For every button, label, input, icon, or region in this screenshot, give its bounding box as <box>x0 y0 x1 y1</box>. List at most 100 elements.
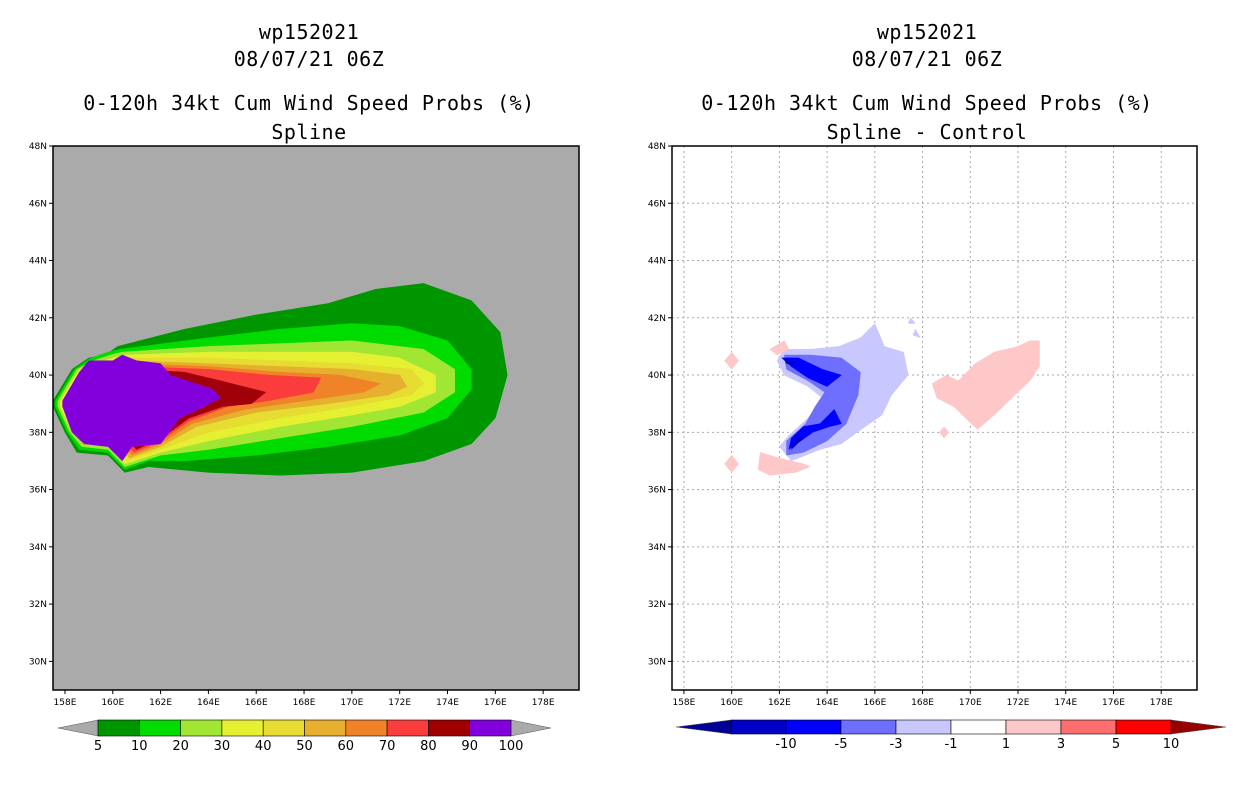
y-tick-label: 48N <box>29 142 47 152</box>
y-tick-label: 30N <box>648 657 666 667</box>
colorbar-segment <box>428 719 470 737</box>
x-tick-label: 162E <box>768 698 791 708</box>
contour-level-1 <box>724 454 740 473</box>
datetime: 08/07/21 06Z <box>851 47 1003 71</box>
colorbar-segment <box>1005 719 1062 735</box>
x-tick-label: 158E <box>54 698 77 708</box>
chart-title: 0-120h 34kt Cum Wind Speed Probs (%) <box>701 91 1153 115</box>
y-tick-label: 38N <box>29 428 47 438</box>
colorbar-under-arrow <box>675 719 732 735</box>
colorbar-segment <box>180 719 223 737</box>
x-tick-label: 166E <box>245 698 268 708</box>
contour-level-1 <box>757 452 812 476</box>
y-tick-label: 34N <box>648 543 666 553</box>
x-tick-label: 162E <box>149 698 172 708</box>
storm-id: wp152021 <box>876 20 978 44</box>
contour-level-neg1 <box>912 328 921 339</box>
y-tick-label: 46N <box>29 199 47 209</box>
y-tick-label: 36N <box>648 486 666 496</box>
colorbar-label: -5 <box>835 737 848 752</box>
colorbar-segment <box>304 719 347 737</box>
contour-level-neg10 <box>791 437 804 450</box>
x-tick-label: 176E <box>1102 698 1125 708</box>
x-tick-label: 178E <box>1150 698 1173 708</box>
colorbar-over-arrow <box>510 719 552 737</box>
colorbar-label: 50 <box>296 739 313 754</box>
colorbar-segment <box>386 719 429 737</box>
contour-level-1 <box>931 340 1040 430</box>
x-tick-label: 174E <box>436 698 459 708</box>
x-tick-label: 166E <box>863 698 886 708</box>
colorbar-segment <box>262 719 305 737</box>
contour-level-neg5 <box>781 357 842 387</box>
contour-level-neg10 <box>783 358 797 366</box>
colorbar-segment <box>139 719 181 737</box>
x-tick-label: 160E <box>720 698 743 708</box>
x-tick-label: 170E <box>959 698 982 708</box>
storm-id: wp152021 <box>258 20 360 44</box>
colorbar-label: 30 <box>214 739 231 754</box>
colorbar-label: 100 <box>499 739 524 754</box>
y-tick-label: 44N <box>648 257 666 267</box>
colorbar-label: 90 <box>461 739 478 754</box>
contour-level-1 <box>938 426 950 439</box>
difference-panel: wp152021 08/07/21 06Z 0-120h 34kt Cum Wi… <box>618 0 1236 800</box>
y-tick-label: 42N <box>648 314 666 324</box>
y-tick-label: 44N <box>29 257 47 267</box>
colorbar-segment <box>221 719 264 737</box>
y-tick-label: 48N <box>648 142 666 152</box>
colorbar-over-arrow <box>1170 719 1227 735</box>
colorbar-label: 10 <box>131 739 148 754</box>
contour-fills <box>724 317 1040 476</box>
x-tick-label: 158E <box>672 698 695 708</box>
colorbar-label: 70 <box>379 739 396 754</box>
y-tick-label: 30N <box>29 657 47 667</box>
x-tick-label: 178E <box>532 698 555 708</box>
x-tick-label: 172E <box>1007 698 1030 708</box>
colorbar-segment <box>840 719 897 735</box>
chart-title: 0-120h 34kt Cum Wind Speed Probs (%) <box>83 91 535 115</box>
y-tick-label: 32N <box>648 600 666 610</box>
colorbar-segment <box>730 719 787 735</box>
colorbar-segment <box>345 719 388 737</box>
colorbar-label: 60 <box>338 739 355 754</box>
y-tick-label: 40N <box>29 371 47 381</box>
datetime: 08/07/21 06Z <box>233 47 385 71</box>
x-tick-label: 176E <box>484 698 507 708</box>
x-tick-label: 164E <box>197 698 220 708</box>
y-tick-label: 38N <box>648 428 666 438</box>
colorbar-label: 1 <box>1002 737 1010 752</box>
difference-map: 158E 160E 162E 164E 166E 168E 170E 172E 174E 176E… <box>648 142 1227 752</box>
colorbar-segment <box>1115 719 1172 735</box>
colorbar-label: -10 <box>775 737 796 752</box>
colorbar-label: 80 <box>420 739 437 754</box>
colorbar-segment <box>97 719 140 737</box>
plot-frame <box>52 145 580 691</box>
contour-level-90 <box>62 354 221 462</box>
colorbar: 5 10 20 30 40 50 60 70 80 90 100 <box>57 719 552 754</box>
x-tick-label: 170E <box>340 698 363 708</box>
colorbar-label: -1 <box>945 737 958 752</box>
colorbar-under-arrow <box>57 719 99 737</box>
colorbar-label: 10 <box>1163 737 1180 752</box>
contour-level-1 <box>769 340 790 356</box>
y-tick-label: 34N <box>29 543 47 553</box>
colorbar-label: 3 <box>1057 737 1065 752</box>
colorbar-segment <box>469 719 512 737</box>
y-tick-label: 46N <box>648 199 666 209</box>
plot-area <box>672 146 1197 690</box>
probability-map: 158E 160E 162E 164E 166E 168E 170E 172E 174E 176E… <box>29 142 580 754</box>
colorbar-label: 40 <box>255 739 272 754</box>
chart-subtitle: Spline - Control <box>826 120 1028 144</box>
colorbar-segment <box>950 719 1007 735</box>
colorbar-segment <box>1060 719 1117 735</box>
colorbar-label: -3 <box>890 737 903 752</box>
colorbar-label: 5 <box>94 739 102 754</box>
y-tick-label: 42N <box>29 314 47 324</box>
plot-frame <box>671 145 1198 691</box>
x-tick-label: 172E <box>388 698 411 708</box>
colorbar-label: 5 <box>1112 737 1120 752</box>
x-tick-label: 174E <box>1054 698 1077 708</box>
y-tick-label: 32N <box>29 600 47 610</box>
contour-level-neg1 <box>907 317 916 324</box>
